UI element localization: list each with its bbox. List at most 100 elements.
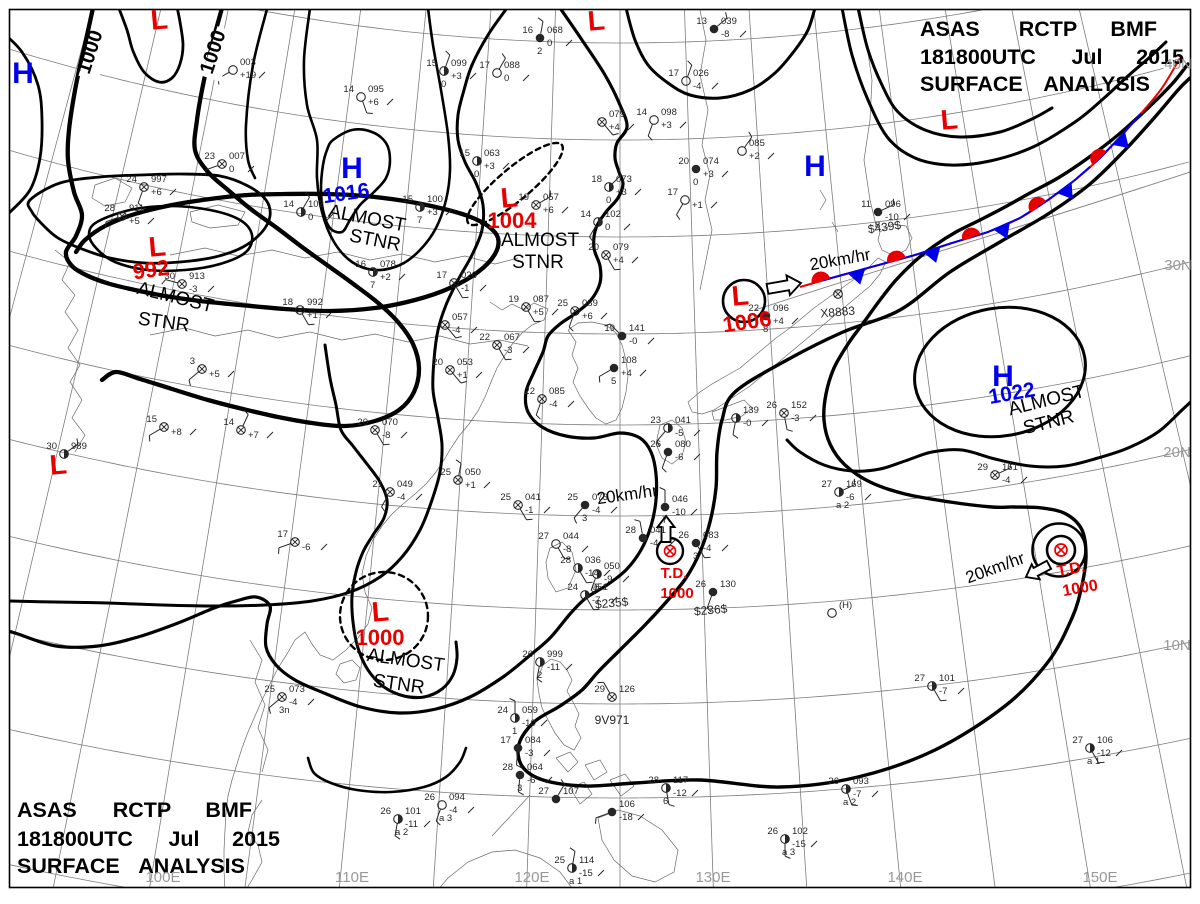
svg-text:181800UTC: 181800UTC xyxy=(17,827,133,851)
svg-text:0: 0 xyxy=(605,222,610,233)
svg-text:095: 095 xyxy=(368,84,384,95)
svg-text:20: 20 xyxy=(357,417,368,428)
svg-text:+4: +4 xyxy=(621,368,632,379)
svg-text:-4: -4 xyxy=(449,805,457,816)
svg-text:14: 14 xyxy=(580,209,591,220)
svg-text:101: 101 xyxy=(939,673,955,684)
svg-text:-10: -10 xyxy=(885,212,899,223)
svg-text:997: 997 xyxy=(151,174,167,185)
svg-text:ASAS: ASAS xyxy=(920,17,980,41)
svg-text:L: L xyxy=(370,595,390,627)
svg-text:067: 067 xyxy=(504,332,520,343)
svg-text:1000: 1000 xyxy=(356,625,405,650)
svg-text:083: 083 xyxy=(703,530,719,541)
svg-text:1000: 1000 xyxy=(660,585,693,602)
svg-text:093: 093 xyxy=(853,776,869,787)
svg-text:17: 17 xyxy=(479,60,490,71)
svg-text:+8: +8 xyxy=(171,427,182,438)
svg-text:27: 27 xyxy=(538,531,549,542)
svg-text:26: 26 xyxy=(767,826,778,837)
svg-text:073: 073 xyxy=(592,492,608,503)
svg-text:20N: 20N xyxy=(1163,444,1191,461)
svg-text:0: 0 xyxy=(504,73,509,84)
svg-text:114: 114 xyxy=(579,855,594,866)
svg-text:-4: -4 xyxy=(289,697,297,708)
svg-text:130: 130 xyxy=(720,579,736,590)
svg-text:-4: -4 xyxy=(397,492,405,503)
svg-text:+3: +3 xyxy=(451,71,462,82)
svg-text:096: 096 xyxy=(773,303,789,314)
svg-text:130E: 130E xyxy=(695,869,730,886)
svg-text:-3: -3 xyxy=(791,413,799,424)
svg-text:-5: -5 xyxy=(675,428,683,439)
svg-text:-7: -7 xyxy=(592,595,600,606)
svg-text:-8: -8 xyxy=(382,430,390,441)
svg-text:H: H xyxy=(341,152,363,185)
svg-text:+3: +3 xyxy=(484,161,495,172)
svg-text:102: 102 xyxy=(605,209,621,220)
svg-text:026: 026 xyxy=(693,68,709,79)
svg-text:106: 106 xyxy=(1097,735,1113,746)
svg-text:+1: +1 xyxy=(465,480,476,491)
svg-text:BMF: BMF xyxy=(205,798,252,822)
svg-text:26: 26 xyxy=(828,776,839,787)
svg-text:15: 15 xyxy=(459,148,470,159)
svg-text:T.D.: T.D. xyxy=(1056,559,1087,581)
svg-text:26: 26 xyxy=(766,400,777,411)
svg-text:053: 053 xyxy=(457,357,473,368)
svg-text:-14: -14 xyxy=(585,568,599,579)
svg-text:911: 911 xyxy=(129,203,144,214)
svg-text:0: 0 xyxy=(693,177,698,188)
svg-text:ANALYSIS: ANALYSIS xyxy=(1043,72,1150,96)
svg-text:+2: +2 xyxy=(749,151,760,162)
svg-text:110E: 110E xyxy=(335,869,369,886)
svg-text:19: 19 xyxy=(604,323,615,334)
svg-text:102: 102 xyxy=(792,826,808,837)
svg-text:-1: -1 xyxy=(461,283,469,294)
svg-text:11: 11 xyxy=(861,199,871,210)
svg-text:913: 913 xyxy=(189,271,205,282)
svg-text:SURFACE: SURFACE xyxy=(920,72,1023,96)
svg-text:3: 3 xyxy=(190,356,195,367)
svg-text:ASAS: ASAS xyxy=(17,798,77,822)
svg-text:20: 20 xyxy=(678,156,689,167)
svg-text:$439$: $439$ xyxy=(867,218,902,237)
svg-text:-4: -4 xyxy=(592,505,600,516)
svg-text:003: 003 xyxy=(240,57,256,68)
svg-text:L: L xyxy=(730,279,750,311)
svg-text:+3: +3 xyxy=(703,169,714,180)
svg-text:101: 101 xyxy=(405,806,421,817)
svg-text:15: 15 xyxy=(146,414,157,425)
svg-text:094: 094 xyxy=(449,792,465,803)
svg-text:30N: 30N xyxy=(1164,257,1192,274)
svg-text:L: L xyxy=(48,448,68,480)
svg-text:26: 26 xyxy=(522,649,533,660)
svg-text:-4: -4 xyxy=(650,538,658,549)
svg-text:088: 088 xyxy=(504,60,520,71)
svg-text:140E: 140E xyxy=(887,869,922,886)
svg-text:074: 074 xyxy=(703,156,719,167)
svg-text:084: 084 xyxy=(525,735,541,746)
svg-text:25: 25 xyxy=(440,467,451,478)
svg-text:+3: +3 xyxy=(616,187,627,198)
svg-text:H: H xyxy=(992,360,1014,393)
svg-text:RCTP: RCTP xyxy=(113,798,172,822)
svg-text:ALMOST: ALMOST xyxy=(501,230,580,251)
svg-text:14: 14 xyxy=(636,107,647,118)
svg-text:161: 161 xyxy=(1002,462,1018,473)
svg-text:2015: 2015 xyxy=(1136,45,1184,69)
svg-text:078: 078 xyxy=(380,259,396,270)
svg-text:$236$: $236$ xyxy=(693,602,728,619)
svg-text:-3: -3 xyxy=(525,748,533,759)
svg-text:22: 22 xyxy=(479,332,490,343)
svg-text:+6: +6 xyxy=(582,311,593,322)
svg-text:L: L xyxy=(147,230,167,262)
svg-text:a 3: a 3 xyxy=(439,813,452,824)
svg-text:16: 16 xyxy=(522,25,533,36)
svg-text:27: 27 xyxy=(914,673,925,684)
svg-text:-11: -11 xyxy=(405,819,418,830)
svg-text:-4: -4 xyxy=(703,543,711,554)
svg-text:25: 25 xyxy=(557,298,568,309)
svg-text:17: 17 xyxy=(668,68,679,79)
svg-text:$235$: $235$ xyxy=(594,595,629,612)
